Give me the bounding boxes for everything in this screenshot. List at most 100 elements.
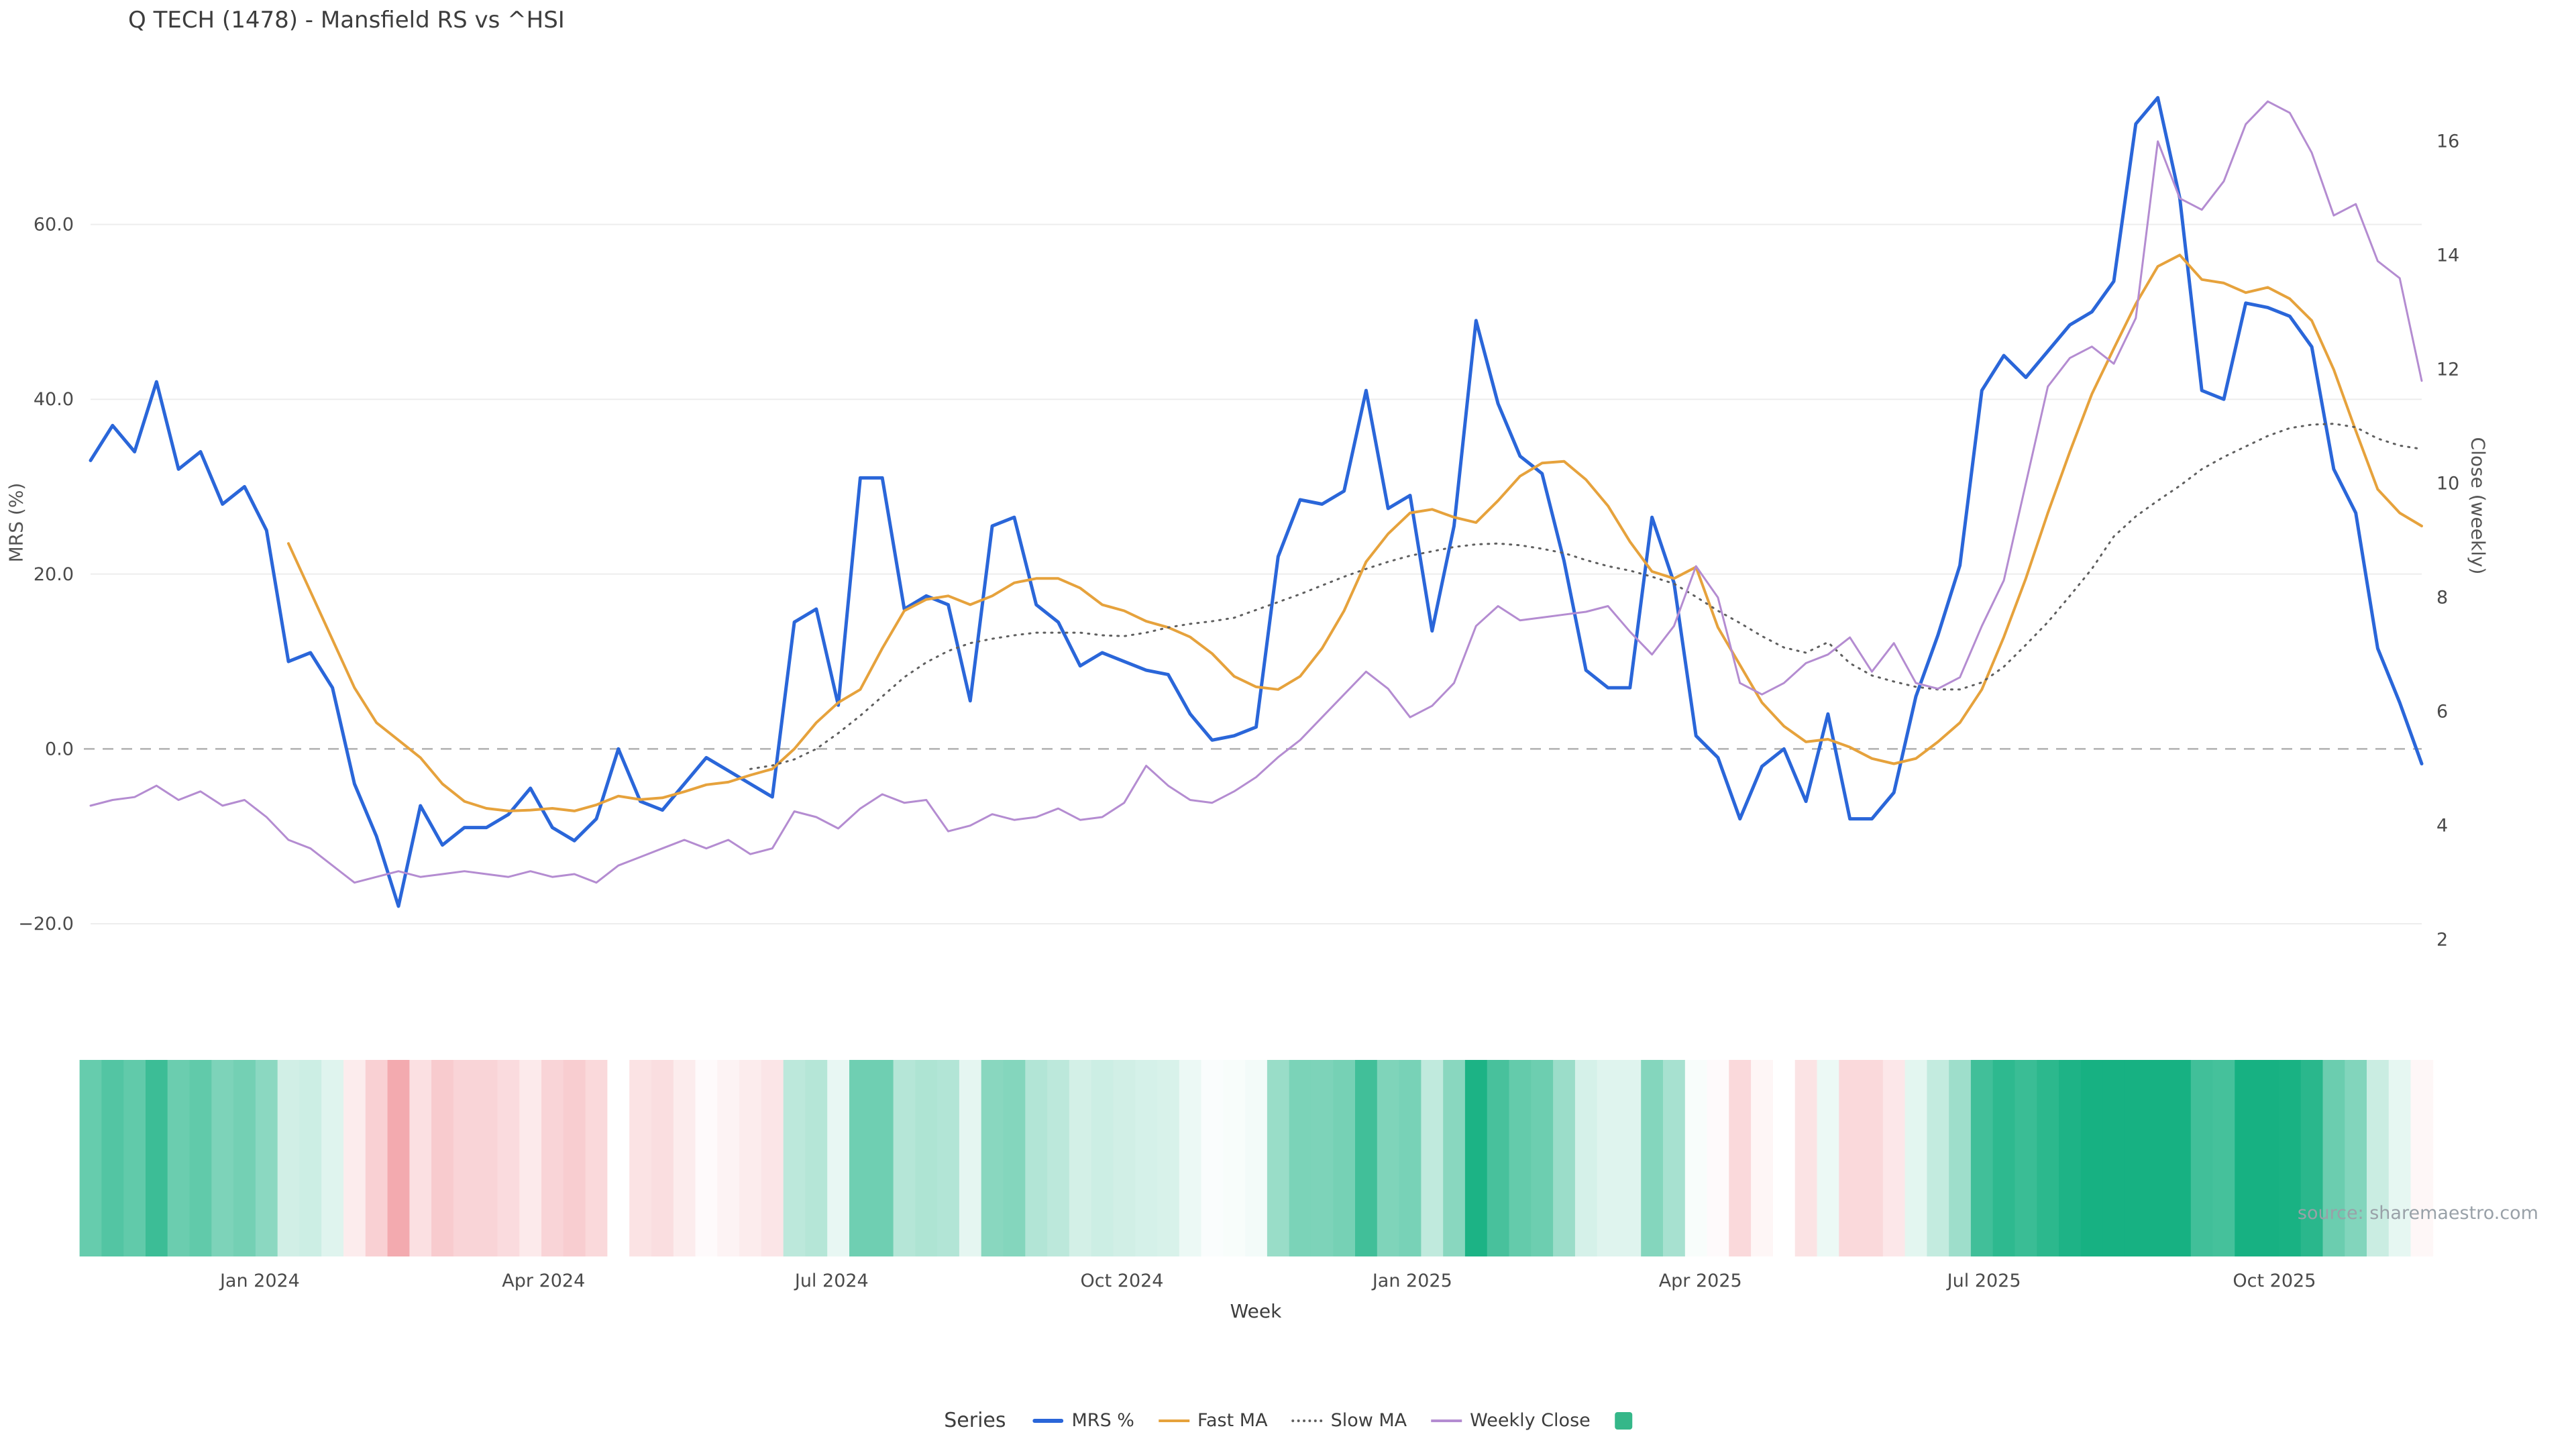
heatmap-cell <box>607 1060 630 1256</box>
legend-label-fast-ma: Fast MA <box>1197 1410 1268 1431</box>
heatmap-cell <box>1487 1060 1510 1256</box>
heatmap-cell <box>475 1060 498 1256</box>
heatmap-cell <box>1421 1060 1444 1256</box>
y-right-tick-label: 4 <box>2436 816 2448 837</box>
heatmap-cell <box>1970 1060 1994 1256</box>
heatmap-cell <box>2080 1060 2104 1256</box>
heatmap-cell <box>2388 1060 2412 1256</box>
heatmap-cell <box>2102 1060 2126 1256</box>
legend-label-weekly-close: Weekly Close <box>1470 1410 1591 1431</box>
heatmap-cell <box>497 1060 521 1256</box>
heatmap-cell <box>1003 1060 1026 1256</box>
heatmap-cell <box>1949 1060 1972 1256</box>
heatmap-swatch <box>1614 1411 1632 1430</box>
heatmap-cell <box>1707 1060 1730 1256</box>
heatmap-cell <box>277 1060 301 1256</box>
heatmap-cell <box>2322 1060 2346 1256</box>
heatmap-cell <box>1267 1060 1290 1256</box>
heatmap-cell <box>2190 1060 2214 1256</box>
heatmap-cell <box>2278 1060 2302 1256</box>
heatmap-cell <box>1025 1060 1048 1256</box>
heatmap-cell <box>1772 1060 1796 1256</box>
legend-item-fast-ma[interactable]: Fast MA <box>1158 1410 1268 1431</box>
heatmap-cell <box>1619 1060 1642 1256</box>
heatmap-cell <box>146 1060 168 1256</box>
heatmap-cell <box>321 1060 344 1256</box>
y-left-tick-label: 20.0 <box>34 564 74 585</box>
heatmap-cell <box>541 1060 564 1256</box>
chart-title: Q TECH (1478) - Mansfield RS vs ^HSI <box>128 7 565 34</box>
heatmap-cell <box>937 1060 960 1256</box>
heatmap-cell <box>1553 1060 1576 1256</box>
legend-item-weekly-close[interactable]: Weekly Close <box>1431 1410 1591 1431</box>
y-axis-label-right: Close (weekly) <box>2467 437 2489 575</box>
heatmap-cell <box>1839 1060 1862 1256</box>
heatmap-cell <box>1751 1060 1774 1256</box>
heatmap-cell <box>1531 1060 1554 1256</box>
slow-ma-line <box>749 423 2423 770</box>
heatmap-cell <box>101 1060 124 1256</box>
heatmap-cell <box>409 1060 432 1256</box>
y-right-tick-label: 10 <box>2436 474 2459 494</box>
mrs-line-swatch <box>1032 1418 1064 1423</box>
heatmap-cell <box>1817 1060 1840 1256</box>
heatmap-cell <box>629 1060 652 1256</box>
heatmap-cell <box>563 1060 586 1256</box>
weekly-close-line <box>89 100 2423 884</box>
y-left-tick-label: 60.0 <box>34 215 74 235</box>
legend-item-slow-ma[interactable]: Slow MA <box>1291 1410 1407 1431</box>
heatmap-cell <box>2212 1060 2236 1256</box>
heatmap-cell <box>915 1060 938 1256</box>
heatmap-cell <box>1509 1060 1532 1256</box>
heatmap-cell <box>2147 1060 2169 1256</box>
legend-item-mrs[interactable]: MRS % <box>1032 1410 1134 1431</box>
y-left-tick-label: 0.0 <box>45 739 74 759</box>
heatmap-cell <box>1443 1060 1466 1256</box>
heatmap-cell <box>365 1060 388 1256</box>
source-watermark: source: sharemaestro.com <box>2297 1203 2538 1224</box>
heatmap-cell <box>2015 1060 2038 1256</box>
heatmap-cell <box>673 1060 696 1256</box>
heatmap-cell <box>1179 1060 1202 1256</box>
heatmap-cell <box>783 1060 806 1256</box>
y-right-tick-label: 6 <box>2436 702 2448 722</box>
heatmap-cell <box>123 1060 146 1256</box>
x-tick-label: Jan 2025 <box>1371 1271 1452 1291</box>
heatmap-cell <box>1399 1060 1422 1256</box>
y-left-tick-label: −20.0 <box>18 914 74 934</box>
heatmap-cell <box>233 1060 256 1256</box>
heatmap-cell <box>1684 1060 1708 1256</box>
heatmap-cell <box>871 1060 894 1256</box>
heatmap-cell <box>1201 1060 1224 1256</box>
heatmap-cell <box>1311 1060 1334 1256</box>
x-tick-label: Jan 2024 <box>219 1271 300 1291</box>
slow-ma-line-swatch <box>1291 1419 1323 1422</box>
y-left-tick-label: 40.0 <box>34 389 74 410</box>
heatmap-cell <box>2037 1060 2059 1256</box>
heatmap-cell <box>695 1060 718 1256</box>
heatmap-cell <box>1377 1060 1400 1256</box>
heatmap-cell <box>211 1060 234 1256</box>
heatmap-cell <box>1157 1060 1180 1256</box>
x-tick-label: Apr 2024 <box>502 1271 585 1291</box>
heatmap-cell <box>167 1060 191 1256</box>
heatmap-cell <box>1729 1060 1752 1256</box>
y-right-tick-label: 14 <box>2436 246 2459 266</box>
legend-item-heatmap[interactable] <box>1614 1411 1632 1430</box>
x-tick-label: Apr 2025 <box>1659 1271 1742 1291</box>
heatmap-cell <box>1794 1060 1818 1256</box>
heatmap-cell <box>1927 1060 1949 1256</box>
x-tick-label: Oct 2025 <box>2233 1271 2316 1291</box>
heatmap-cell <box>1992 1060 2016 1256</box>
heatmap-cell <box>343 1060 366 1256</box>
heatmap-cell <box>2367 1060 2390 1256</box>
heatmap-cell <box>2059 1060 2082 1256</box>
heatmap-cell <box>1574 1060 1598 1256</box>
heatmap-cell <box>761 1060 784 1256</box>
x-axis-label: Week <box>1230 1300 1282 1322</box>
heatmap-cell <box>519 1060 542 1256</box>
x-tick-label: Jul 2025 <box>1946 1271 2021 1291</box>
heatmap-cell <box>79 1060 103 1256</box>
heatmap-cell <box>1069 1060 1092 1256</box>
